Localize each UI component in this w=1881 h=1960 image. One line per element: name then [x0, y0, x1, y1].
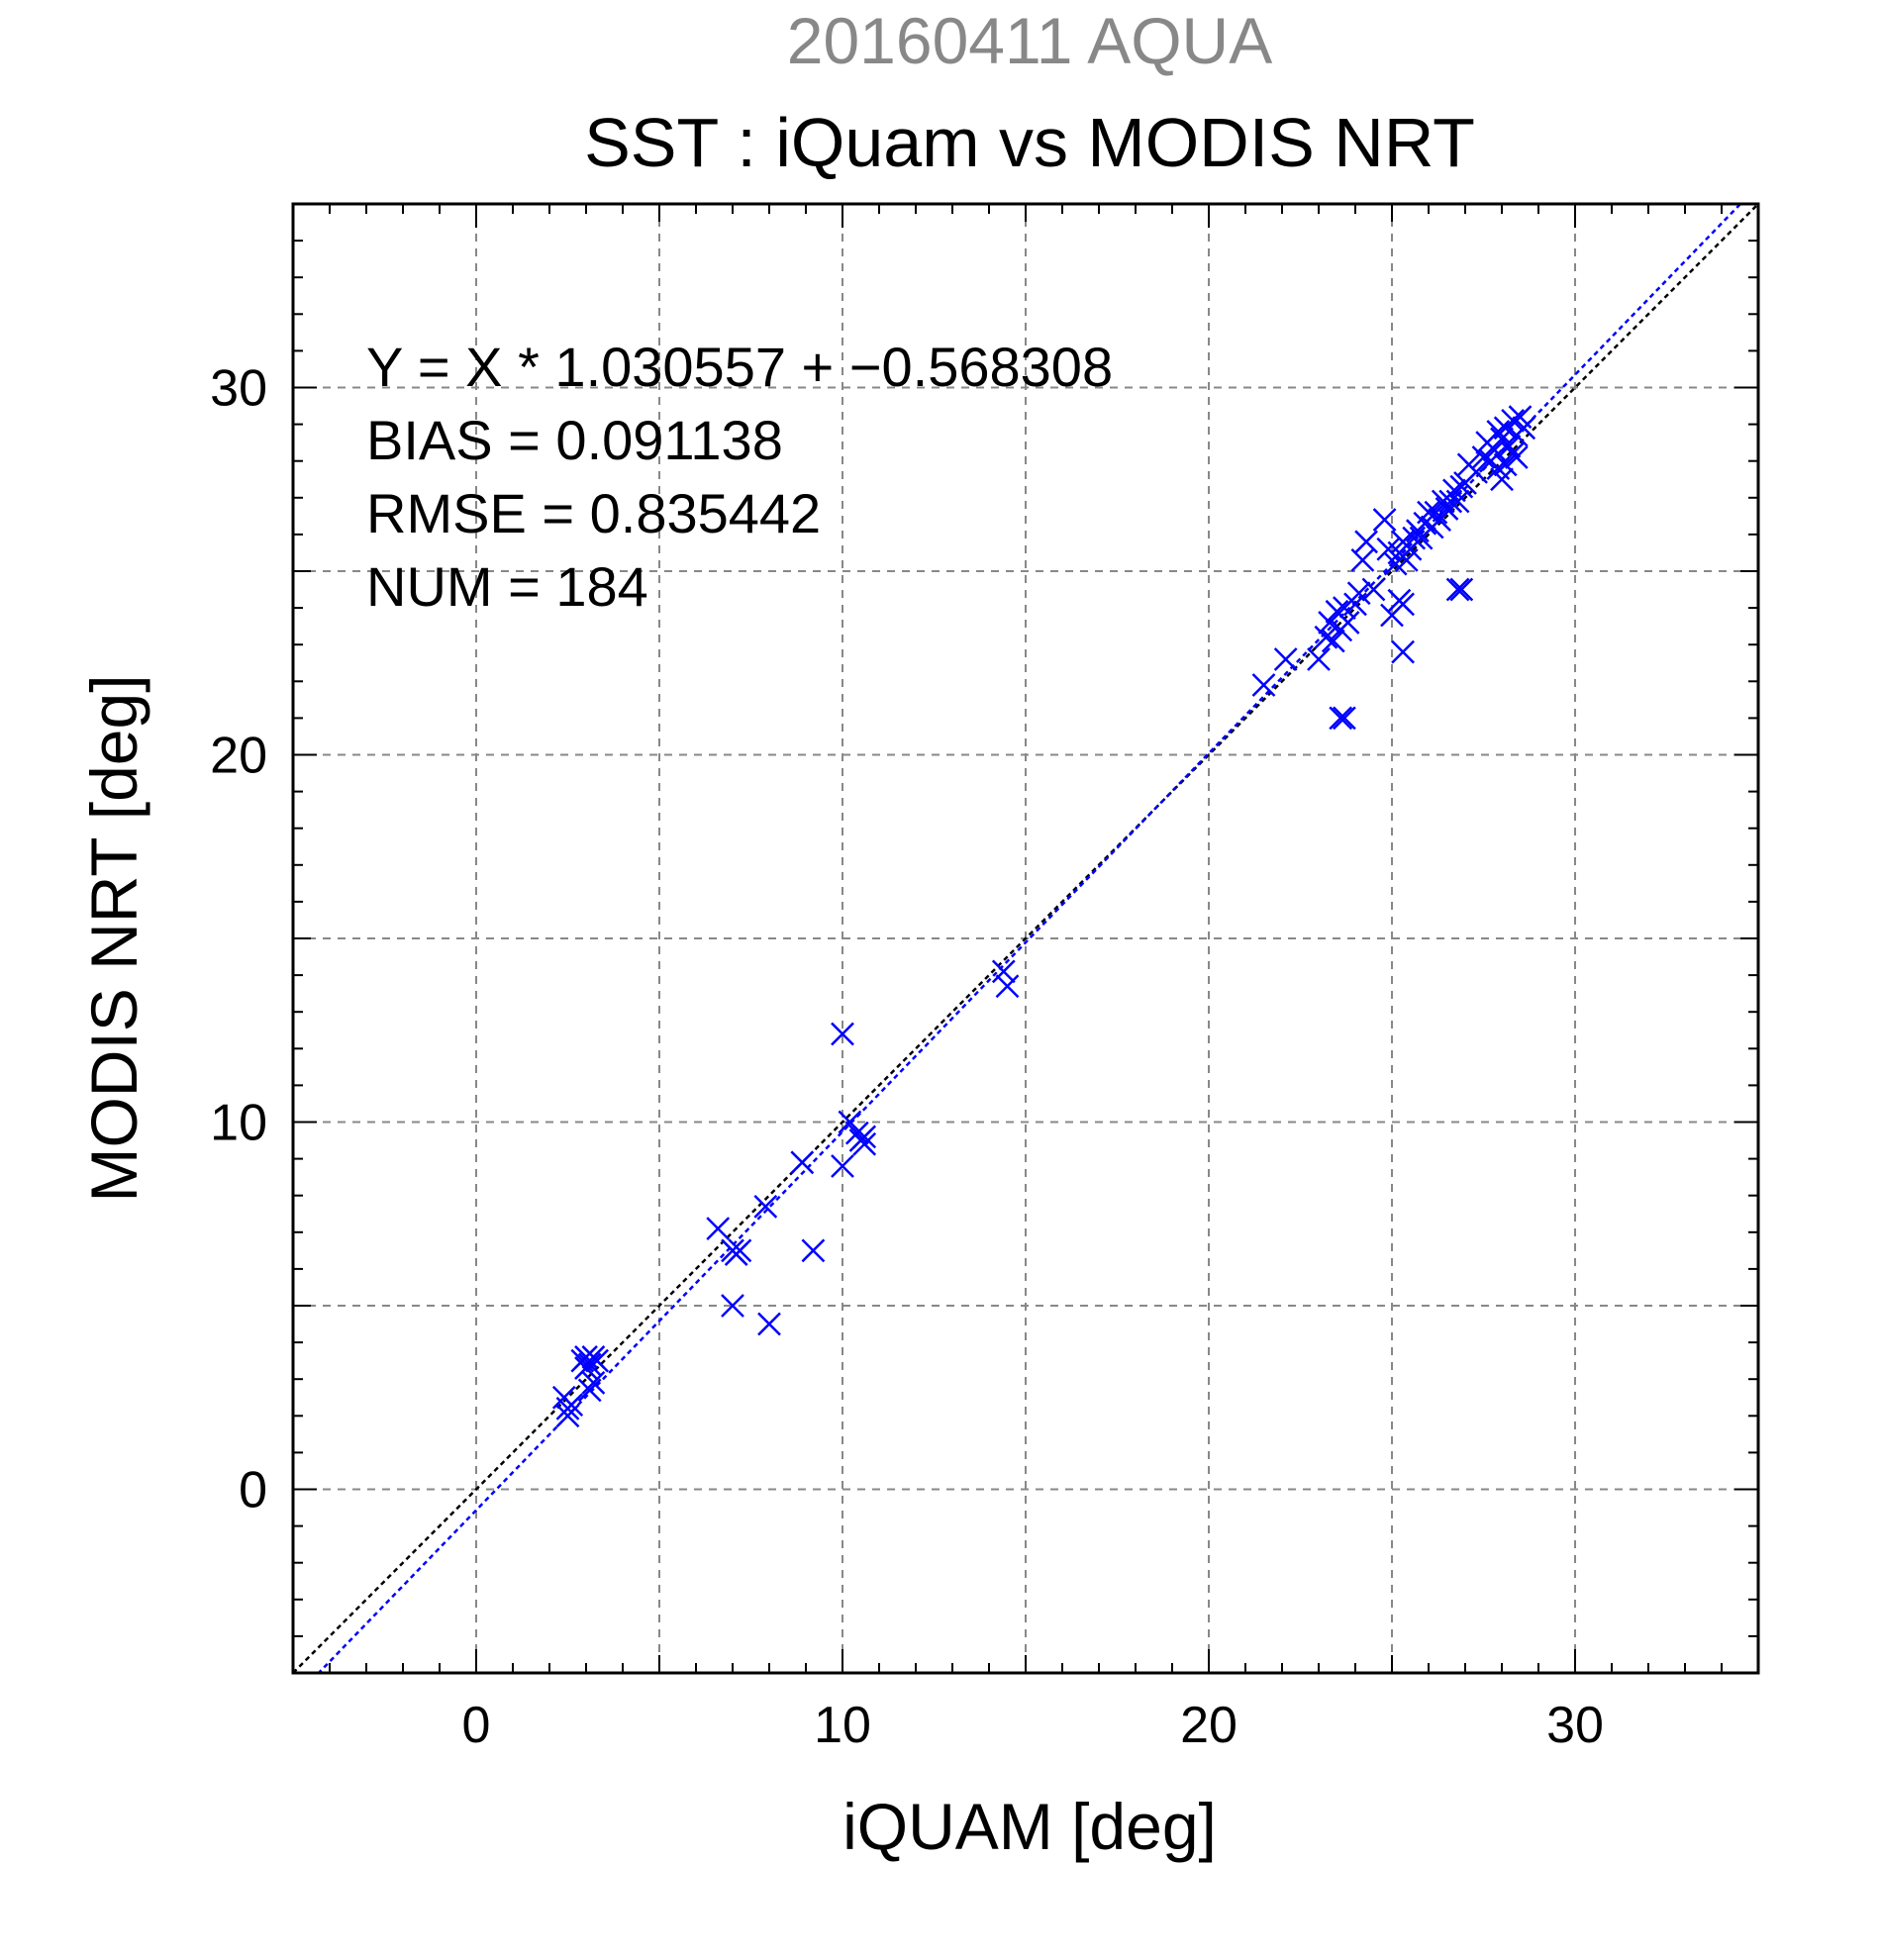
data-point [801, 1238, 826, 1263]
data-point [844, 1121, 869, 1145]
data-point [852, 1125, 877, 1149]
y-tick-label: 10 [210, 1095, 267, 1152]
stat-equation: Y = X * 1.030557 + −0.568308 [366, 336, 1113, 398]
tick-labels: 0 10 20 30 0 10 20 30 [210, 360, 1604, 1755]
data-point [585, 1348, 609, 1373]
data-point [1251, 673, 1276, 697]
data-point [1428, 508, 1451, 532]
data-point [1321, 629, 1345, 653]
data-point [1354, 530, 1378, 554]
data-point [831, 1022, 854, 1046]
data-point [1346, 581, 1371, 606]
data-point [581, 1371, 606, 1395]
data-point [1372, 508, 1397, 532]
data-point [1435, 497, 1459, 521]
data-point [1445, 489, 1470, 514]
data-point [991, 959, 1016, 984]
data-point [1307, 647, 1331, 671]
grid [293, 204, 1758, 1673]
x-axis-label: iQUAM [deg] [842, 1790, 1217, 1863]
stat-num: NUM = 184 [366, 555, 648, 618]
data-point [995, 974, 1020, 999]
data-point [1391, 639, 1415, 664]
data-point [1493, 452, 1518, 477]
data-points [551, 405, 1536, 1428]
data-point [706, 1217, 731, 1240]
chart-top-title: 20160411 AQUA [787, 4, 1273, 77]
data-point [1314, 625, 1338, 649]
y-tick-label: 20 [210, 728, 267, 785]
stat-rmse: RMSE = 0.835442 [366, 482, 821, 544]
data-point [1449, 577, 1474, 602]
identity-line [293, 204, 1758, 1673]
data-point [1486, 420, 1511, 443]
data-point [1464, 459, 1488, 484]
y-axis-label: MODIS NRT [deg] [77, 674, 150, 1202]
data-point [1391, 592, 1415, 617]
data-point [1482, 438, 1507, 462]
data-point [577, 1378, 602, 1403]
data-point [831, 1154, 854, 1178]
y-tick-label: 30 [210, 360, 267, 418]
data-point [1273, 647, 1298, 671]
data-point [1501, 409, 1525, 433]
y-tick-label: 0 [239, 1462, 267, 1519]
data-point [1361, 577, 1386, 602]
data-point [1329, 706, 1353, 731]
data-point [721, 1294, 744, 1318]
data-point [1402, 526, 1427, 550]
data-point [1497, 434, 1522, 458]
data-point [1445, 577, 1470, 602]
x-tick-label: 0 [462, 1697, 491, 1754]
stat-bias: BIAS = 0.091138 [366, 409, 783, 471]
data-point [1471, 445, 1496, 469]
data-point [1417, 500, 1440, 525]
data-point [728, 1238, 752, 1263]
data-point [1333, 706, 1356, 731]
axis-ticks [293, 204, 1758, 1673]
data-point [1501, 441, 1525, 466]
plot-frame [291, 202, 1760, 1675]
data-point [577, 1352, 602, 1377]
x-tick-label: 20 [1180, 1697, 1238, 1754]
data-point [852, 1131, 877, 1156]
data-point [790, 1150, 815, 1175]
x-tick-label: 30 [1546, 1697, 1604, 1754]
x-tick-label: 10 [814, 1697, 871, 1754]
data-point [559, 1393, 584, 1418]
data-point [1512, 416, 1536, 441]
data-point [1336, 611, 1360, 635]
data-point [1350, 547, 1375, 572]
chart-title: SST : iQuam vs MODIS NRT [584, 104, 1475, 181]
data-point [757, 1312, 781, 1336]
data-point [753, 1194, 778, 1219]
